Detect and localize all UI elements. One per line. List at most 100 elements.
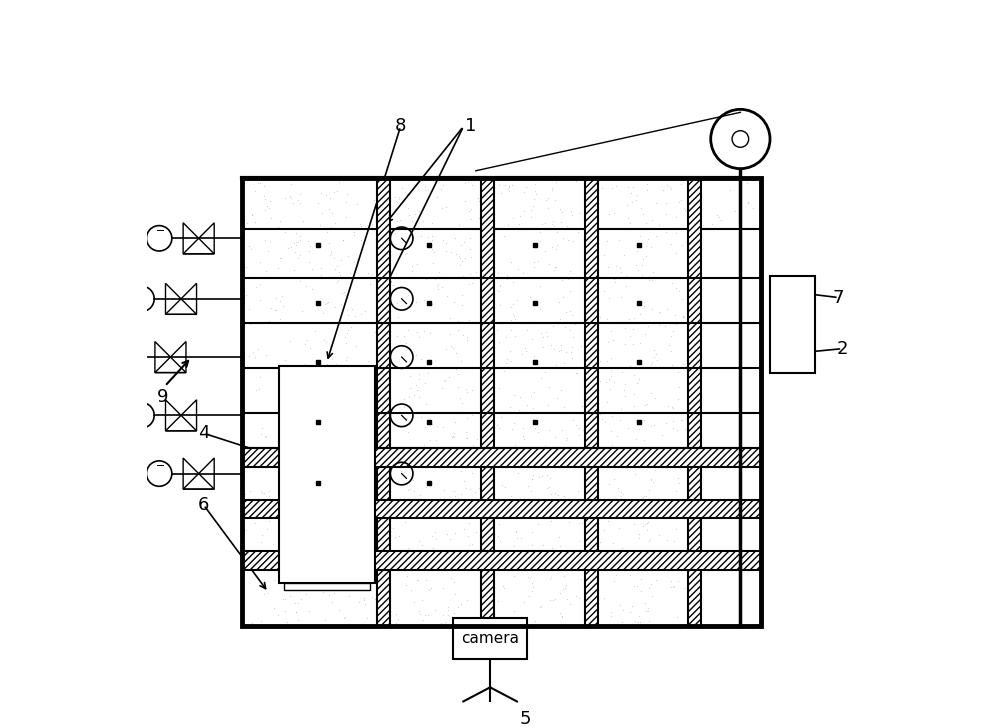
Point — [272, 295, 288, 307]
Point — [314, 207, 330, 219]
Point — [321, 204, 337, 215]
Point — [507, 439, 523, 451]
Point — [596, 285, 612, 297]
Point — [324, 353, 340, 364]
Point — [339, 188, 355, 199]
Point — [315, 307, 331, 318]
Point — [567, 318, 583, 329]
Point — [592, 356, 608, 367]
Point — [570, 485, 586, 497]
Point — [601, 373, 617, 385]
Point — [663, 581, 679, 593]
Point — [302, 241, 318, 252]
Point — [256, 587, 272, 599]
Point — [452, 252, 468, 264]
Point — [366, 531, 382, 542]
Point — [364, 218, 380, 230]
Point — [624, 196, 640, 208]
Point — [604, 410, 620, 422]
Point — [626, 580, 642, 592]
Point — [644, 214, 660, 226]
Point — [637, 329, 653, 340]
Point — [600, 336, 616, 348]
Point — [399, 413, 415, 425]
Point — [643, 475, 659, 486]
Point — [408, 297, 424, 308]
Point — [292, 197, 308, 209]
Point — [568, 419, 584, 430]
Point — [651, 305, 667, 317]
Point — [451, 250, 467, 262]
Point — [644, 274, 660, 286]
Point — [594, 182, 610, 193]
Point — [524, 577, 540, 589]
Point — [489, 324, 505, 336]
Point — [272, 252, 288, 264]
Point — [491, 179, 507, 190]
Point — [253, 486, 269, 497]
Point — [645, 273, 661, 284]
Point — [604, 439, 620, 451]
Point — [669, 611, 685, 623]
Point — [553, 344, 569, 356]
Point — [523, 204, 539, 215]
Point — [557, 321, 573, 333]
Point — [301, 256, 317, 268]
Point — [620, 212, 636, 223]
Point — [259, 200, 275, 212]
Point — [424, 217, 440, 229]
Point — [344, 363, 360, 374]
Point — [411, 392, 427, 403]
Point — [350, 361, 366, 373]
Point — [571, 517, 587, 529]
Point — [391, 191, 407, 203]
Point — [739, 177, 755, 188]
Point — [435, 609, 451, 621]
Point — [442, 328, 458, 340]
Point — [526, 193, 542, 204]
Point — [522, 572, 538, 584]
Point — [389, 196, 405, 208]
Point — [528, 188, 544, 200]
Point — [291, 411, 307, 423]
Point — [454, 300, 470, 311]
Point — [562, 324, 578, 336]
Point — [564, 353, 580, 364]
Point — [612, 262, 628, 274]
Point — [652, 308, 668, 319]
Point — [339, 479, 355, 491]
Point — [270, 371, 286, 383]
Point — [459, 386, 475, 398]
Point — [360, 356, 376, 367]
Point — [400, 542, 416, 554]
Point — [533, 372, 549, 384]
Point — [430, 284, 446, 295]
Point — [239, 217, 255, 228]
Point — [546, 220, 562, 232]
Point — [505, 276, 521, 287]
Point — [692, 213, 708, 225]
Point — [503, 256, 519, 268]
Point — [603, 425, 619, 437]
Point — [313, 269, 329, 281]
Point — [592, 537, 608, 548]
Point — [261, 515, 277, 527]
Point — [321, 589, 337, 601]
Point — [668, 523, 684, 535]
Text: camera: camera — [461, 631, 519, 646]
Point — [387, 191, 403, 203]
Point — [641, 535, 657, 547]
Point — [490, 595, 506, 607]
Point — [349, 404, 365, 416]
Point — [674, 240, 690, 252]
Point — [425, 542, 441, 553]
Point — [569, 367, 585, 379]
Point — [285, 197, 301, 209]
Point — [545, 320, 561, 332]
Point — [251, 384, 267, 395]
Point — [340, 250, 356, 262]
Point — [359, 480, 375, 491]
Point — [527, 615, 543, 627]
Point — [295, 215, 311, 227]
Point — [359, 612, 375, 624]
